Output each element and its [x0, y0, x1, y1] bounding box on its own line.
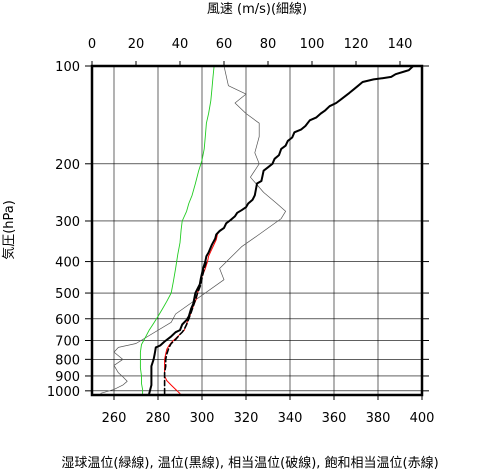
y-tick-label-500: 500 — [55, 287, 80, 302]
x-top-tick-label-140: 140 — [388, 37, 413, 52]
series-line-theta — [148, 65, 415, 395]
y-tick-label-600: 600 — [55, 313, 80, 328]
x-top-tick-label-120: 120 — [344, 37, 369, 52]
series-layer — [100, 65, 415, 395]
x-top-tick-label-0: 0 — [88, 37, 96, 52]
x-bottom-tick-label-380: 380 — [366, 411, 391, 426]
ticks — [85, 61, 429, 400]
series-line-theta-e — [163, 260, 208, 395]
x-top-tick-label-60: 60 — [216, 37, 233, 52]
y-tick-label-800: 800 — [55, 353, 80, 368]
x-top-tick-label-20: 20 — [128, 37, 145, 52]
plot-frame — [90, 64, 424, 397]
x-bottom-tick-label-400: 400 — [410, 411, 435, 426]
x-top-tick-label-80: 80 — [260, 37, 277, 52]
series-line-wet-bulb — [139, 65, 215, 395]
y-tick-label-300: 300 — [55, 215, 80, 230]
y-axis-title: 気圧(hPa) — [1, 200, 17, 260]
x-bottom-tick-label-260: 260 — [102, 411, 127, 426]
y-tick-label-400: 400 — [55, 256, 80, 271]
x-bottom-tick-label-360: 360 — [322, 411, 347, 426]
x-bottom-tick-label-340: 340 — [278, 411, 303, 426]
y-tick-label-100: 100 — [55, 60, 80, 75]
top-axis-title: 風速 (m/s)(細線) — [207, 1, 307, 17]
x-bottom-tick-label-300: 300 — [190, 411, 215, 426]
y-tick-label-1000: 1000 — [47, 385, 80, 400]
y-tick-label-700: 700 — [55, 335, 80, 350]
bottom-axis-title: 湿球温位(緑線), 温位(黒線), 相当温位(破線), 飽和相当温位(赤線) — [61, 455, 438, 471]
x-top-tick-label-100: 100 — [300, 37, 325, 52]
y-tick-label-200: 200 — [55, 158, 80, 173]
x-bottom-tick-label-320: 320 — [234, 411, 259, 426]
x-top-tick-label-40: 40 — [172, 37, 189, 52]
y-tick-label-900: 900 — [55, 370, 80, 385]
series-line-wind — [100, 65, 286, 394]
x-bottom-tick-label-280: 280 — [146, 411, 171, 426]
